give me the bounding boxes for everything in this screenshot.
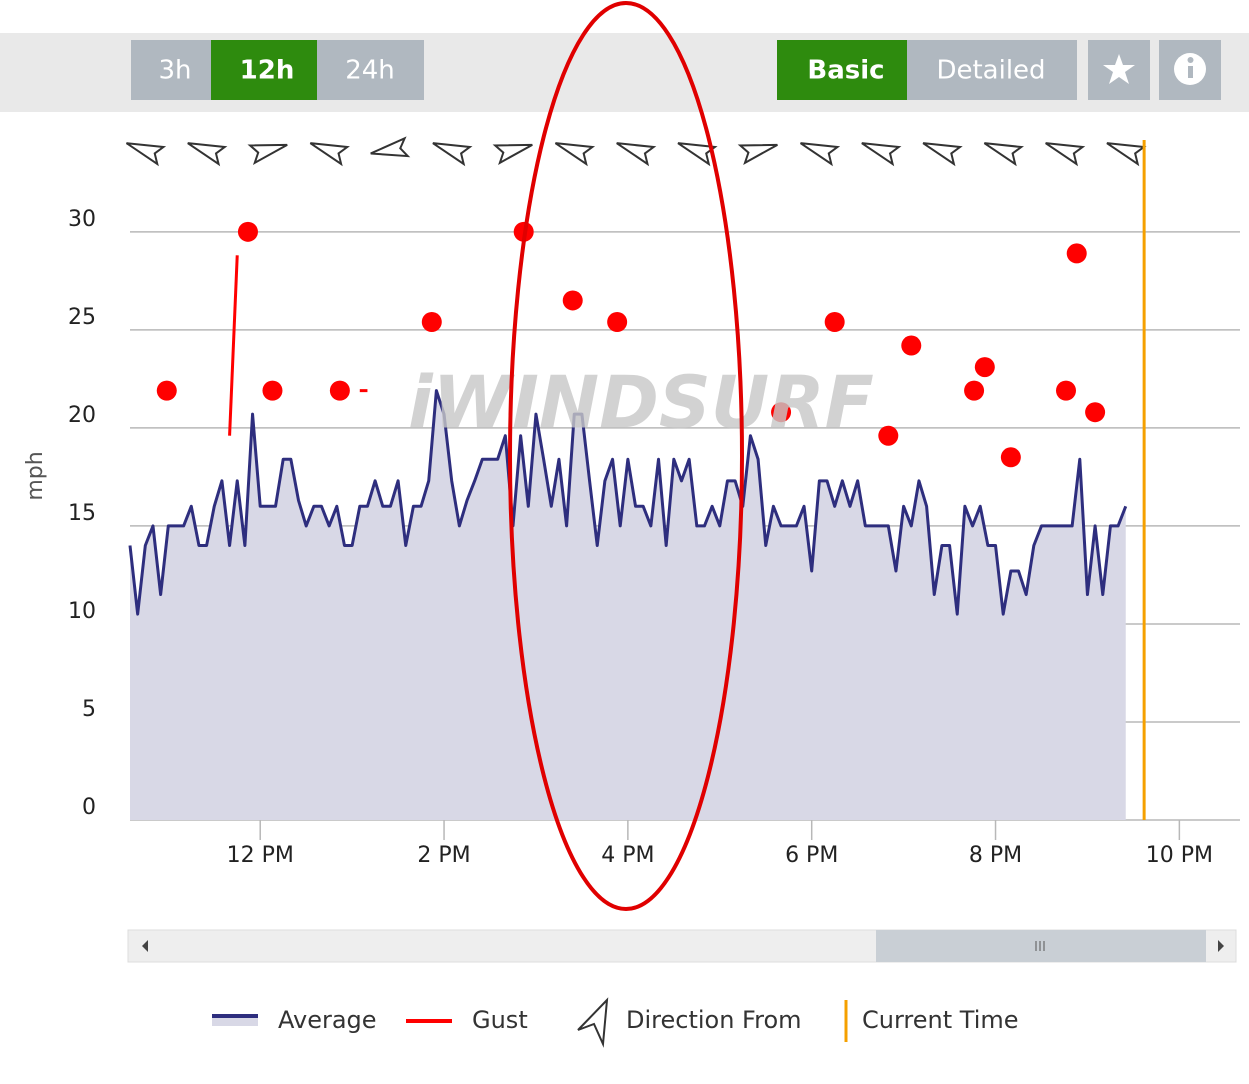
x-tick-label: 2 PM [417,843,470,868]
direction-arrow [492,143,533,165]
direction-arrow [677,142,718,167]
direction-arrow [983,142,1024,167]
y-tick-label: 0 [82,795,96,820]
gust-dot [562,290,583,311]
gust-dot [1056,380,1076,401]
info-icon [1187,57,1194,63]
annotation-ellipse [508,1,744,911]
gust-dot [329,380,350,401]
y-tick-label: 10 [68,599,96,624]
y-axis-label: mph [23,451,48,500]
direction-arrow [861,142,902,167]
gust-dot [421,312,442,333]
y-tick-label: 15 [68,501,96,526]
direction-arrow [432,142,473,167]
mode-button[interactable] [907,40,1077,100]
gust-dot [262,380,283,401]
y-tick-label: 25 [68,305,96,330]
direction-arrow [370,136,411,158]
y-tick-label: 5 [82,697,96,722]
gust-dot [824,312,845,333]
scroll-left[interactable] [142,940,148,952]
legend-label: Gust [472,1006,528,1034]
direction-arrow [187,142,228,167]
gust-dot [1085,402,1106,423]
range-button[interactable] [211,40,317,100]
info-icon [1188,66,1193,78]
range-label: 12h [240,56,295,86]
direction-arrow [737,143,778,165]
gust-line [228,255,239,436]
direction-arrow [309,142,350,167]
scroll-right[interactable] [1218,940,1224,952]
y-tick-label: 20 [68,403,96,428]
range-label: 24h [345,56,395,86]
direction-arrow [125,142,167,167]
x-tick-label: 12 PM [227,843,294,868]
direction-arrow [616,142,657,167]
gust-dot [771,402,792,423]
legend-label: Current Time [862,1006,1019,1034]
direction-arrow [247,143,288,165]
mode-button[interactable] [777,40,907,100]
plot: 0 5 10 15 20 25 30 12 PM 2 PM 4 PM 6 PM 8 PM 10 PM [68,136,1240,868]
gust-dot [237,221,258,242]
range-label: 3h [158,56,191,86]
direction-arrow [554,142,596,167]
gust-dot [607,312,628,333]
x-tick-label: 8 PM [969,843,1022,868]
watermark: iWINDSURF [408,361,874,445]
area [130,390,1126,820]
legend-label: Direction From [626,1006,802,1034]
gust-dot [156,380,177,401]
range-button[interactable] [131,40,211,100]
gust-dot [974,357,995,378]
direction-arrow [922,142,963,167]
gust-dot [878,425,899,446]
star-icon [1103,54,1135,84]
legend: Average Gust Direction From Current Time [212,997,1019,1048]
y-tick-label: 30 [68,207,96,232]
range-button[interactable] [317,40,424,100]
direction-arrow [1106,142,1147,167]
gust-dot [901,335,922,356]
x-tick-label: 10 PM [1146,843,1213,868]
gust-dot [1066,243,1087,264]
grip [1035,941,1045,951]
legend-label: Average [278,1006,377,1034]
mode-label: Detailed [936,56,1045,86]
x-tick-label: 4 PM [601,843,654,868]
legend-arrow [577,997,609,1048]
gust-dot [964,380,985,401]
direction-arrow [800,142,841,167]
mode-label: Basic [807,56,884,86]
average-line [128,389,1128,616]
direction-arrow [1045,142,1086,167]
gust-dot [1000,447,1021,468]
scroll-thumb[interactable] [876,930,1206,962]
x-tick-label: 6 PM [785,843,838,868]
